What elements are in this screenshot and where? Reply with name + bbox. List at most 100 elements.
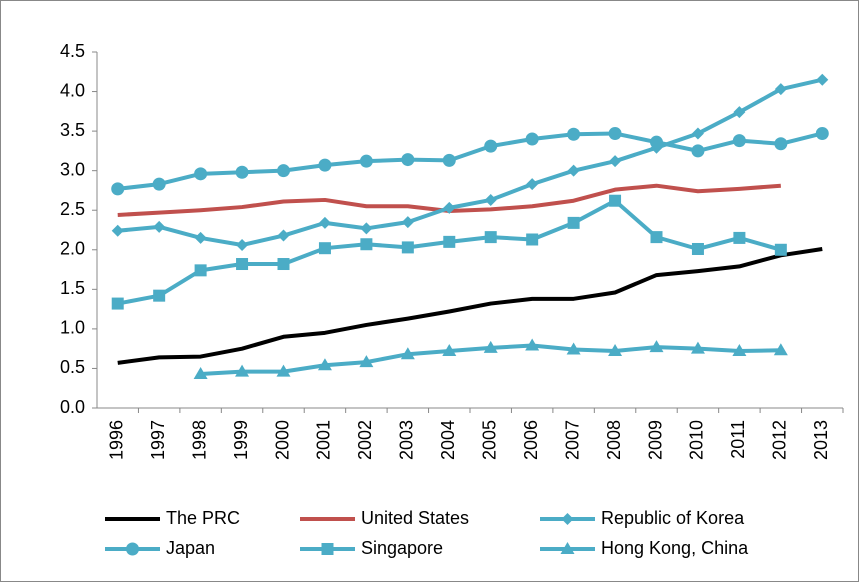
y-tick-label: 4.0 — [60, 80, 85, 100]
point — [609, 194, 622, 207]
point — [567, 127, 581, 141]
y-tick-label: 0.5 — [60, 357, 85, 377]
x-tick-label: 1998 — [189, 420, 209, 460]
legend-marker — [561, 513, 574, 525]
x-tick-label: 2009 — [645, 420, 665, 460]
point — [194, 167, 208, 181]
point — [360, 238, 373, 251]
point — [732, 134, 746, 148]
legend-label: United States — [361, 508, 469, 528]
point — [317, 358, 332, 371]
series-line — [117, 77, 823, 248]
y-tick-label: 3.0 — [60, 159, 85, 179]
point — [153, 289, 166, 302]
point — [153, 220, 166, 233]
point — [400, 347, 415, 360]
point — [359, 154, 373, 168]
point — [483, 340, 498, 353]
x-tick-label: 2012 — [770, 420, 790, 460]
point — [194, 231, 207, 244]
y-tick-label: 3.5 — [60, 120, 85, 140]
point — [816, 73, 829, 86]
x-tick-label: 2013 — [811, 420, 831, 460]
point — [608, 344, 623, 357]
point — [773, 343, 788, 356]
point — [484, 231, 497, 244]
point — [650, 231, 663, 244]
y-tick-label: 1.5 — [60, 278, 85, 298]
x-tick-label: 2002 — [355, 420, 375, 460]
point — [609, 155, 622, 168]
point — [690, 341, 705, 354]
series-line — [117, 247, 823, 365]
point — [566, 342, 581, 355]
point — [691, 242, 704, 255]
point — [236, 239, 249, 252]
point — [277, 164, 290, 178]
x-tick-label: 1999 — [231, 420, 251, 460]
legend-marker — [126, 542, 139, 556]
point — [111, 297, 124, 310]
point — [277, 229, 290, 242]
legend-label: The PRC — [166, 508, 240, 528]
y-tick-label: 0.0 — [60, 397, 85, 417]
x-tick-label: 2004 — [438, 420, 458, 460]
point — [111, 182, 125, 196]
point — [567, 216, 580, 229]
point — [691, 144, 705, 158]
point — [815, 126, 829, 140]
point — [401, 241, 414, 254]
point — [401, 216, 414, 229]
point — [526, 178, 539, 191]
point — [733, 231, 746, 244]
point — [194, 264, 207, 277]
x-tick-label: 1997 — [148, 420, 168, 460]
x-tick-label: 2010 — [687, 420, 707, 460]
point — [236, 258, 249, 271]
point — [442, 153, 456, 167]
point — [152, 177, 166, 191]
point — [732, 344, 747, 357]
x-tick-label: 2003 — [397, 420, 417, 460]
point — [774, 243, 787, 256]
point — [318, 158, 332, 172]
legend-marker — [321, 543, 334, 555]
point — [443, 201, 456, 214]
point — [525, 132, 539, 146]
legend-label: Hong Kong, China — [601, 538, 749, 558]
x-tick-label: 2005 — [479, 420, 499, 460]
point — [235, 364, 250, 377]
x-tick-label: 1996 — [106, 420, 126, 460]
legend-label: Republic of Korea — [601, 508, 745, 528]
point — [443, 235, 456, 248]
x-tick-label: 2007 — [562, 420, 582, 460]
point — [318, 216, 331, 229]
point — [526, 233, 539, 246]
x-tick-label: 2008 — [604, 420, 624, 460]
point — [442, 344, 457, 357]
point — [567, 164, 580, 177]
point — [733, 106, 746, 119]
point — [774, 83, 787, 96]
y-tick-label: 1.0 — [60, 318, 85, 338]
legend-marker — [560, 542, 575, 554]
x-tick-label: 2000 — [272, 420, 292, 460]
x-tick-label: 2006 — [521, 420, 541, 460]
point — [360, 222, 373, 235]
series-line — [117, 131, 823, 191]
point — [774, 137, 788, 151]
point — [318, 242, 331, 255]
point — [193, 366, 208, 379]
point — [276, 364, 291, 377]
point — [525, 338, 540, 351]
point — [484, 139, 498, 153]
y-tick-label: 2.5 — [60, 199, 85, 219]
point — [359, 355, 374, 368]
point — [484, 193, 497, 206]
x-tick-label: 2011 — [728, 420, 748, 459]
x-tick-label: 2001 — [314, 420, 334, 460]
legend-label: Japan — [166, 538, 215, 558]
point — [401, 153, 415, 167]
